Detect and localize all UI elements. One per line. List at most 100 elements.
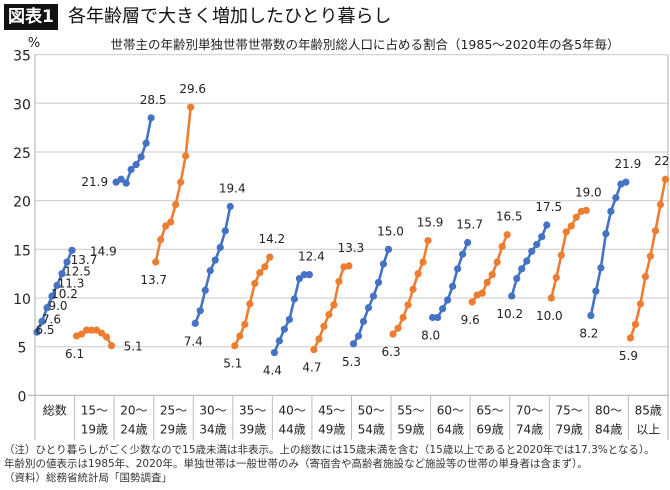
category-label: 40〜 xyxy=(279,403,306,417)
data-point xyxy=(449,282,457,290)
category-label: 20〜 xyxy=(120,403,147,417)
category-label: 55〜 xyxy=(397,403,424,417)
category-label: 80〜 xyxy=(595,403,622,417)
category-label: 65〜 xyxy=(476,403,503,417)
data-point xyxy=(270,348,278,357)
data-point xyxy=(656,200,665,209)
data-point xyxy=(315,335,323,343)
data-point xyxy=(444,296,452,304)
chart-title: 世帯主の年齢別単独世帯世帯数の年齢別総人口に占める割合（1985〜2020年の各… xyxy=(110,37,619,52)
category-label: 25〜 xyxy=(160,403,187,417)
data-point xyxy=(567,222,575,230)
data-point xyxy=(454,265,462,273)
category-label: 44歳 xyxy=(279,422,306,436)
data-point xyxy=(251,279,259,288)
data-point xyxy=(206,267,214,275)
data-label: 15.0 xyxy=(377,224,404,238)
data-point xyxy=(157,236,165,244)
y-axis-unit: % xyxy=(28,36,40,51)
data-point xyxy=(543,221,551,229)
data-point xyxy=(582,206,590,214)
data-point xyxy=(187,103,195,111)
data-point xyxy=(122,179,130,187)
data-point xyxy=(68,246,76,254)
data-point xyxy=(325,310,333,319)
category-label: 69歳 xyxy=(476,422,503,436)
data-label: 6.5 xyxy=(35,323,54,337)
category-label: 15〜 xyxy=(81,403,108,417)
data-point xyxy=(63,258,71,266)
series-line xyxy=(194,206,232,324)
data-label: 12.4 xyxy=(298,250,325,264)
data-label: 14.9 xyxy=(90,244,117,258)
data-label: 21.9 xyxy=(81,175,108,189)
data-point xyxy=(464,238,472,247)
data-point xyxy=(424,236,432,245)
category-label: 60〜 xyxy=(437,403,464,417)
data-point xyxy=(557,251,565,259)
data-point xyxy=(107,342,116,350)
data-label: 5.9 xyxy=(619,349,638,363)
data-point xyxy=(127,165,135,174)
data-label: 21.9 xyxy=(615,157,642,171)
data-point xyxy=(364,304,373,312)
data-point xyxy=(102,333,111,341)
data-label: 12.5 xyxy=(64,265,91,279)
data-label: 5.1 xyxy=(124,340,143,354)
data-label: 22.2 xyxy=(654,154,670,168)
data-point xyxy=(261,263,269,271)
data-label: 10.0 xyxy=(536,309,563,323)
data-point xyxy=(152,258,160,266)
data-point xyxy=(503,231,511,239)
chart: 世帯主の年齢別単独世帯世帯数の年齢別総人口に占める割合（1985〜2020年の各… xyxy=(13,36,670,440)
data-label: 8.0 xyxy=(421,329,440,343)
data-point xyxy=(369,292,378,300)
data-point xyxy=(117,175,125,183)
notes: （注）ひとり暮らしがごく少数なので15歳未満は非表示。上の総数には15歳未満を含… xyxy=(4,443,655,485)
category-label: 39歳 xyxy=(239,422,266,436)
category-label: 59歳 xyxy=(397,422,424,436)
data-point xyxy=(295,274,303,283)
data-point xyxy=(167,218,175,226)
data-point xyxy=(191,319,199,327)
data-label: 15.7 xyxy=(456,218,483,232)
data-point xyxy=(523,257,531,265)
data-point xyxy=(182,152,190,160)
data-point xyxy=(201,286,209,294)
data-label: 9.0 xyxy=(48,299,67,313)
y-tick-label: 20 xyxy=(13,195,31,211)
data-label: 4.7 xyxy=(302,361,321,375)
data-point xyxy=(389,330,397,338)
data-point xyxy=(483,278,491,287)
data-point xyxy=(419,258,427,266)
data-point xyxy=(414,270,422,278)
data-label: 5.1 xyxy=(223,357,242,371)
data-point xyxy=(592,287,600,295)
data-point xyxy=(399,313,407,322)
y-tick-label: 35 xyxy=(13,49,31,65)
data-point xyxy=(384,245,393,253)
data-point xyxy=(518,265,526,273)
data-point xyxy=(196,307,204,315)
y-tick-label: 15 xyxy=(13,243,31,259)
data-point xyxy=(77,330,86,338)
data-point xyxy=(87,326,96,334)
data-point xyxy=(636,300,645,308)
data-point xyxy=(275,337,283,345)
y-tick-label: 10 xyxy=(13,292,31,308)
data-point xyxy=(646,252,655,260)
data-label: 29.6 xyxy=(179,82,206,96)
data-label: 6.3 xyxy=(382,345,401,359)
category-label: 34歳 xyxy=(199,422,226,436)
data-label: 8.2 xyxy=(579,327,598,341)
data-label: 10.2 xyxy=(51,287,78,301)
series-line xyxy=(115,117,153,186)
data-label: 11.3 xyxy=(58,276,85,290)
data-point xyxy=(572,213,580,221)
data-label: 13.7 xyxy=(71,253,98,267)
data-point xyxy=(290,295,298,303)
data-point xyxy=(587,311,595,320)
data-point xyxy=(280,325,288,333)
data-point xyxy=(43,304,51,312)
category-label: 84歳 xyxy=(595,422,622,436)
